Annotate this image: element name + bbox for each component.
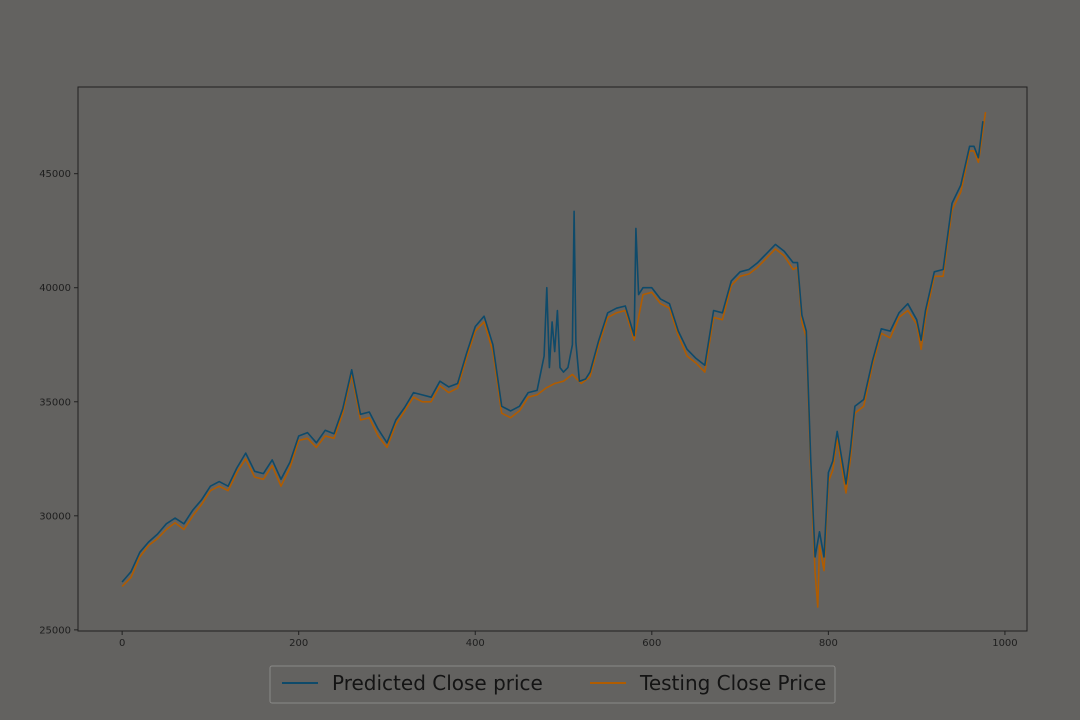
plot-area (77, 86, 1028, 632)
series-line-predicted (121, 121, 984, 583)
x-tick-label: 800 (819, 638, 838, 649)
series-line-testing (121, 111, 987, 608)
legend: Predicted Close price Testing Close Pric… (269, 665, 836, 704)
x-axis: 0 200 400 600 800 1000 (119, 631, 1018, 649)
legend-frame (269, 665, 836, 704)
legend-label-testing: Testing Close Price (639, 671, 826, 695)
x-tick-label: 200 (289, 638, 308, 649)
series-layer (121, 111, 987, 608)
y-tick-label: 25000 (39, 625, 71, 636)
y-tick-label: 40000 (39, 283, 71, 294)
x-tick-label: 400 (466, 638, 485, 649)
y-tick-label: 45000 (39, 169, 71, 180)
x-tick-label: 0 (119, 638, 125, 649)
legend-label-predicted: Predicted Close price (332, 671, 543, 695)
x-tick-label: 1000 (992, 638, 1017, 649)
y-tick-label: 35000 (39, 397, 71, 408)
x-tick-label: 600 (642, 638, 661, 649)
y-tick-label: 30000 (39, 511, 71, 522)
y-axis: 25000 30000 35000 40000 45000 (39, 169, 78, 636)
